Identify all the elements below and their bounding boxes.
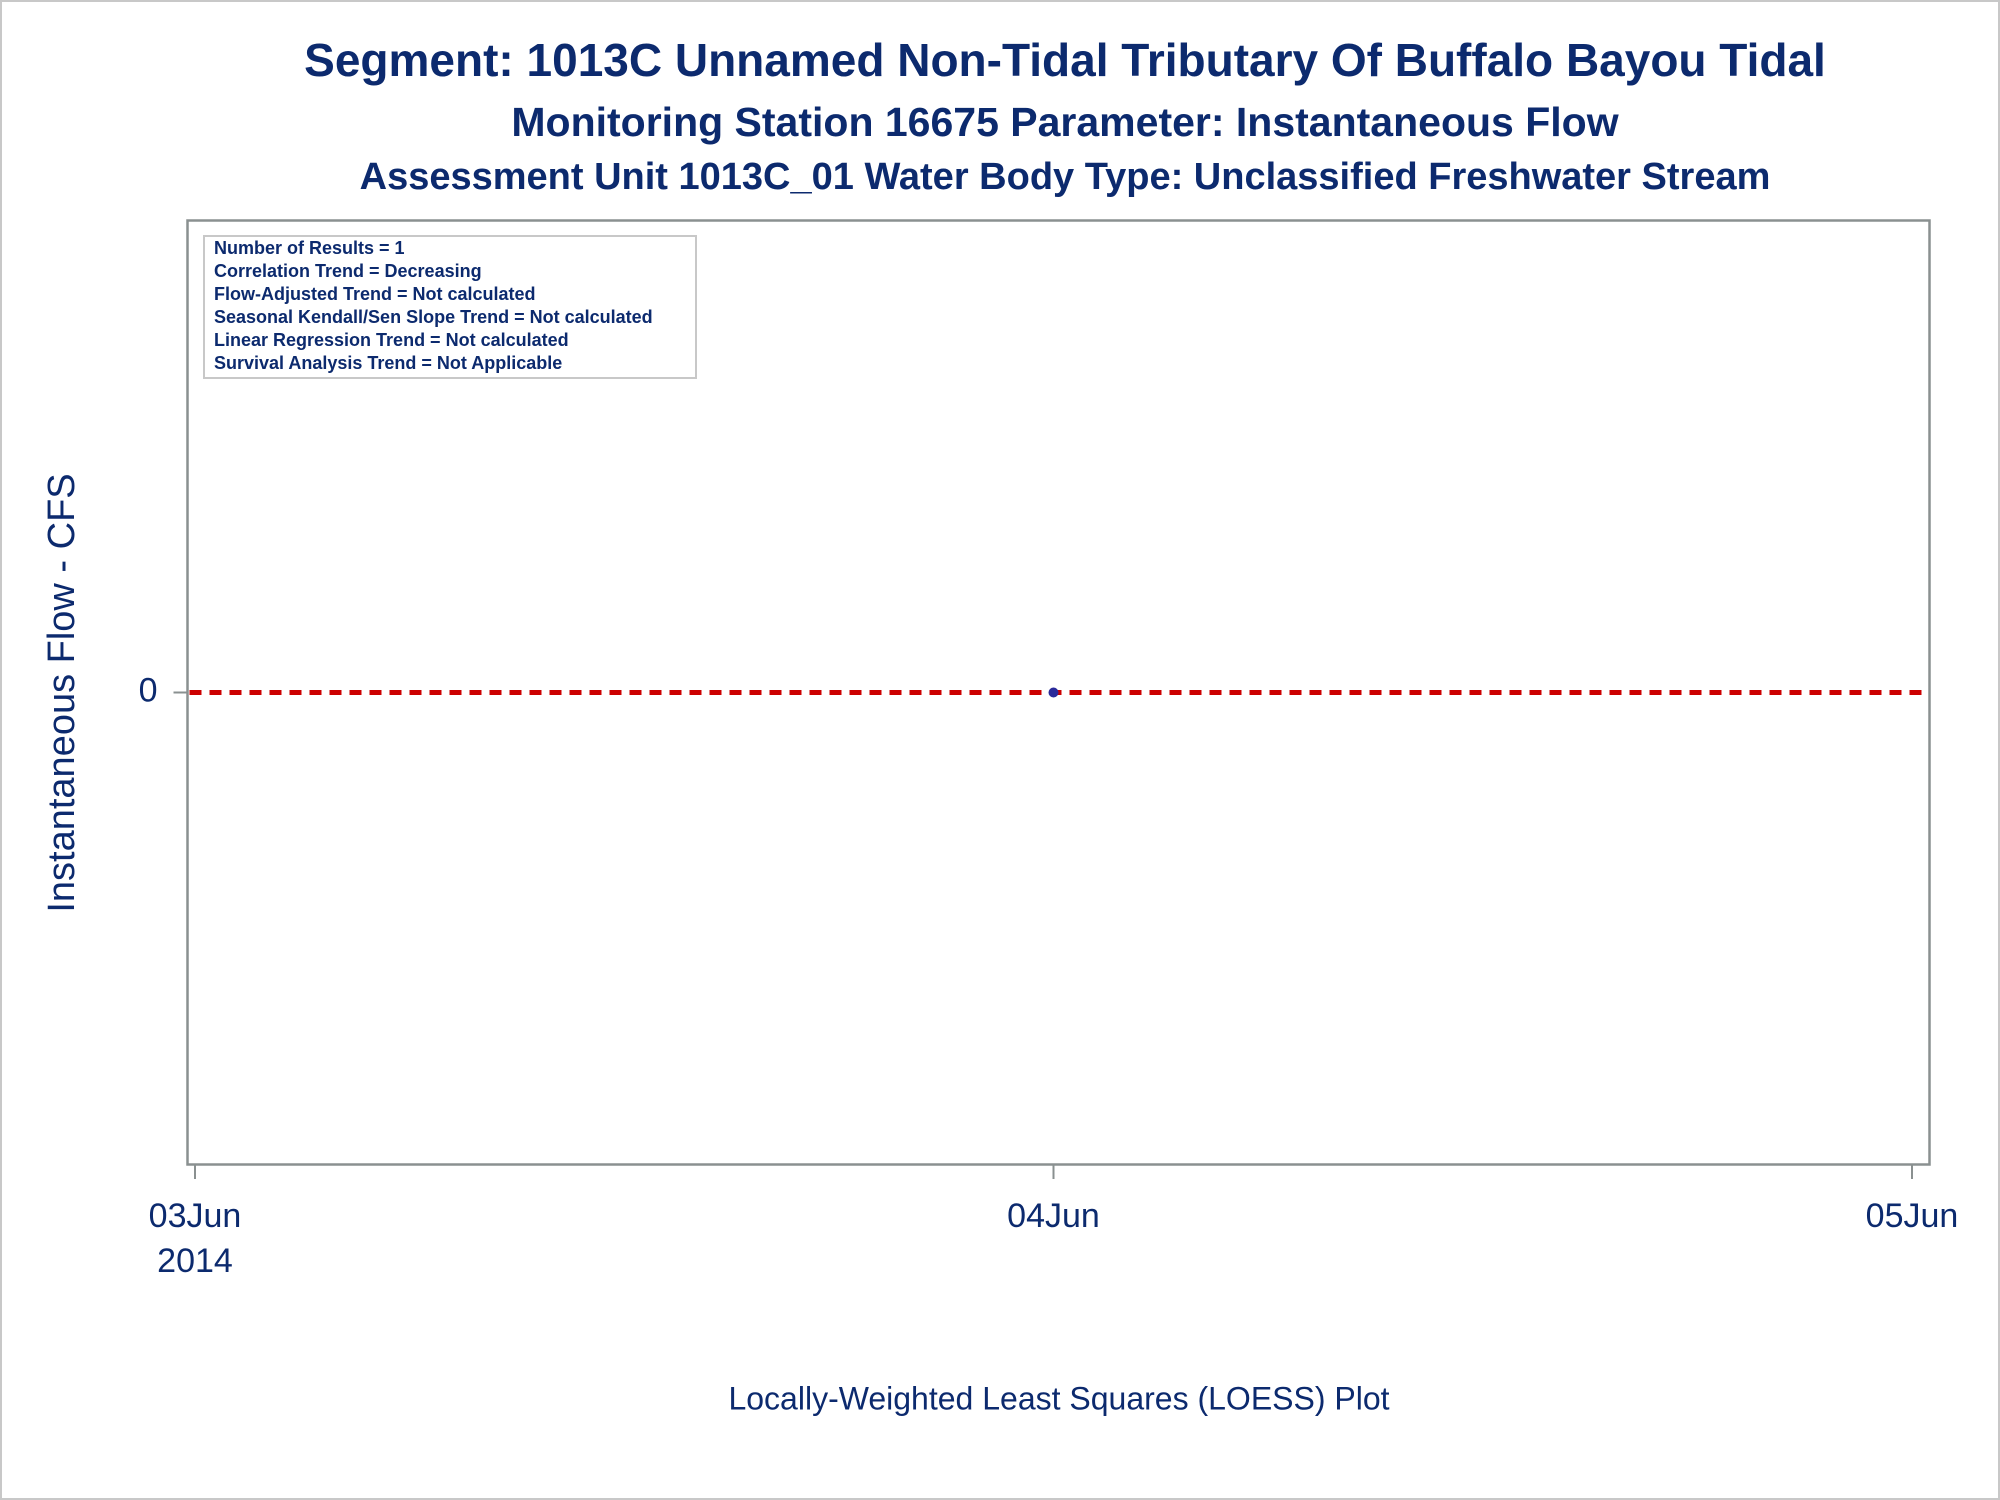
stats-text: Seasonal Kendall/Sen Slope Trend = Not c…	[214, 307, 653, 327]
stats-box	[203, 235, 697, 379]
chart-subtitle: Monitoring Station 16675 Parameter: Inst…	[511, 99, 1618, 145]
stats-text: Flow-Adjusted Trend = Not calculated	[214, 284, 536, 304]
x-tick-label: 03Jun	[149, 1197, 242, 1235]
chart-subtitle: Assessment Unit 1013C_01 Water Body Type…	[360, 156, 1771, 198]
chart-title: Segment: 1013C Unnamed Non-Tidal Tributa…	[304, 34, 1826, 86]
x-axis-label: Locally-Weighted Least Squares (LOESS) P…	[728, 1380, 1389, 1416]
x-tick-label: 04Jun	[1007, 1197, 1100, 1235]
y-axis-label: Instantaneous Flow - CFS	[41, 473, 83, 912]
x-tick-year: 2014	[157, 1242, 233, 1280]
stats-text: Linear Regression Trend = Not calculated	[214, 330, 569, 350]
stats-text: Number of Results = 1	[214, 238, 405, 258]
stats-text: Correlation Trend = Decreasing	[214, 261, 482, 281]
data-point	[1048, 687, 1059, 698]
stats-text: Survival Analysis Trend = Not Applicable	[214, 353, 562, 373]
x-tick-label: 05Jun	[1866, 1197, 1959, 1235]
y-tick-label: 0	[139, 671, 158, 709]
